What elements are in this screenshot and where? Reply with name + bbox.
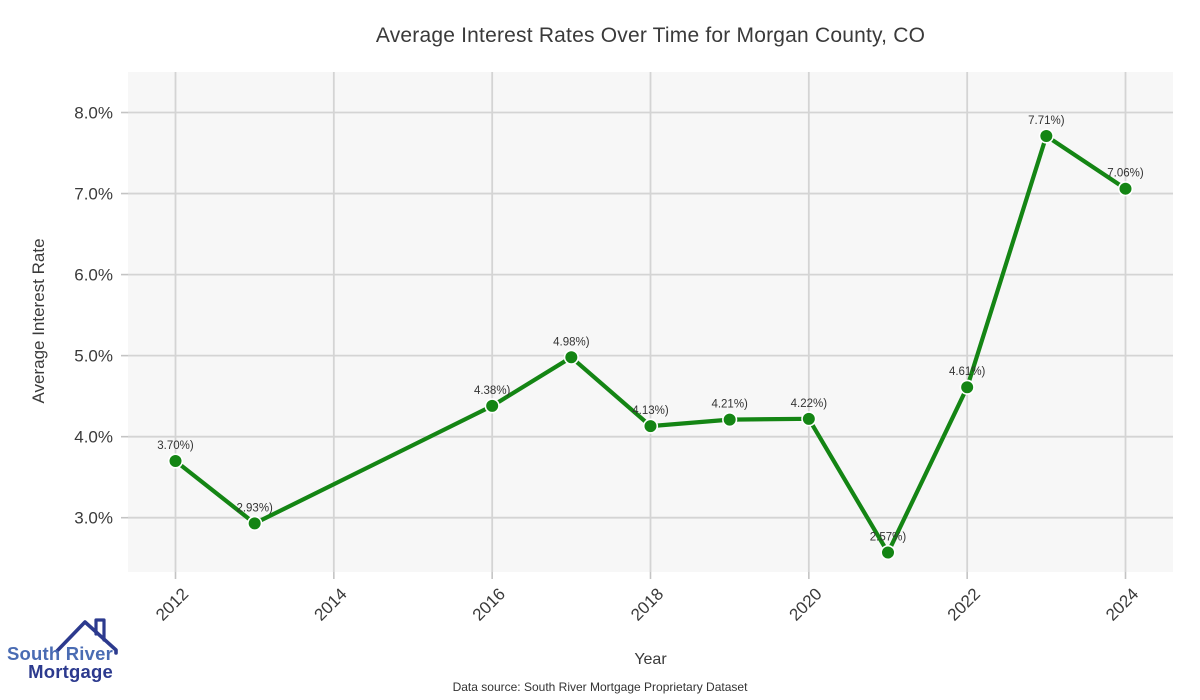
data-point-label: 4.22%) [791,398,828,410]
data-point-label: 7.71%) [1028,115,1065,127]
data-point-label: 4.13%) [632,405,669,417]
data-point-label: 7.06%) [1107,168,1144,180]
y-tick-label: 8.0% [74,104,113,123]
y-tick-label: 5.0% [74,347,113,366]
data-point-marker [1117,181,1134,197]
data-point-marker [959,379,975,395]
data-point-label: 4.98%) [553,336,590,348]
data-point-label: 4.38%) [474,385,511,397]
x-tick-label: 2016 [469,584,509,624]
data-point-marker [801,411,817,427]
logo-text-mortgage: Mortgage [28,661,113,682]
x-tick-label: 2022 [944,584,984,624]
y-tick-label: 3.0% [74,509,113,528]
x-axis-title: Year [634,651,667,668]
data-point-label: 3.70%) [157,440,194,452]
x-tick-label: 2020 [785,584,825,624]
data-point-marker [722,412,738,428]
house-roof-icon [55,618,118,655]
data-point-marker [167,453,184,469]
data-point-marker [642,418,659,434]
data-point-marker [1038,128,1054,144]
data-source-caption: Data source: South River Mortgage Propri… [452,680,748,694]
data-point-marker [247,515,263,531]
chart-title: Average Interest Rates Over Time for Mor… [375,24,926,47]
company-logo: South River Mortgage [0,612,128,692]
y-tick-label: 6.0% [74,266,113,285]
x-tick-label: 2012 [152,584,192,624]
y-tick-label: 7.0% [74,185,113,204]
data-point-marker [563,349,579,365]
data-point-label: 2.93%) [236,502,273,514]
x-tick-label: 2018 [627,584,667,624]
data-point-label: 4.61%) [949,366,986,378]
data-point-label: 2.57%) [870,532,907,544]
logo-text-south-river: South River [6,643,113,664]
x-tick-label: 2014 [310,584,350,624]
y-tick-label: 4.0% [74,428,113,447]
data-point-marker [484,398,500,414]
data-point-marker [880,544,896,561]
x-tick-label: 2024 [1102,584,1142,624]
data-point-label: 4.21%) [711,399,748,411]
